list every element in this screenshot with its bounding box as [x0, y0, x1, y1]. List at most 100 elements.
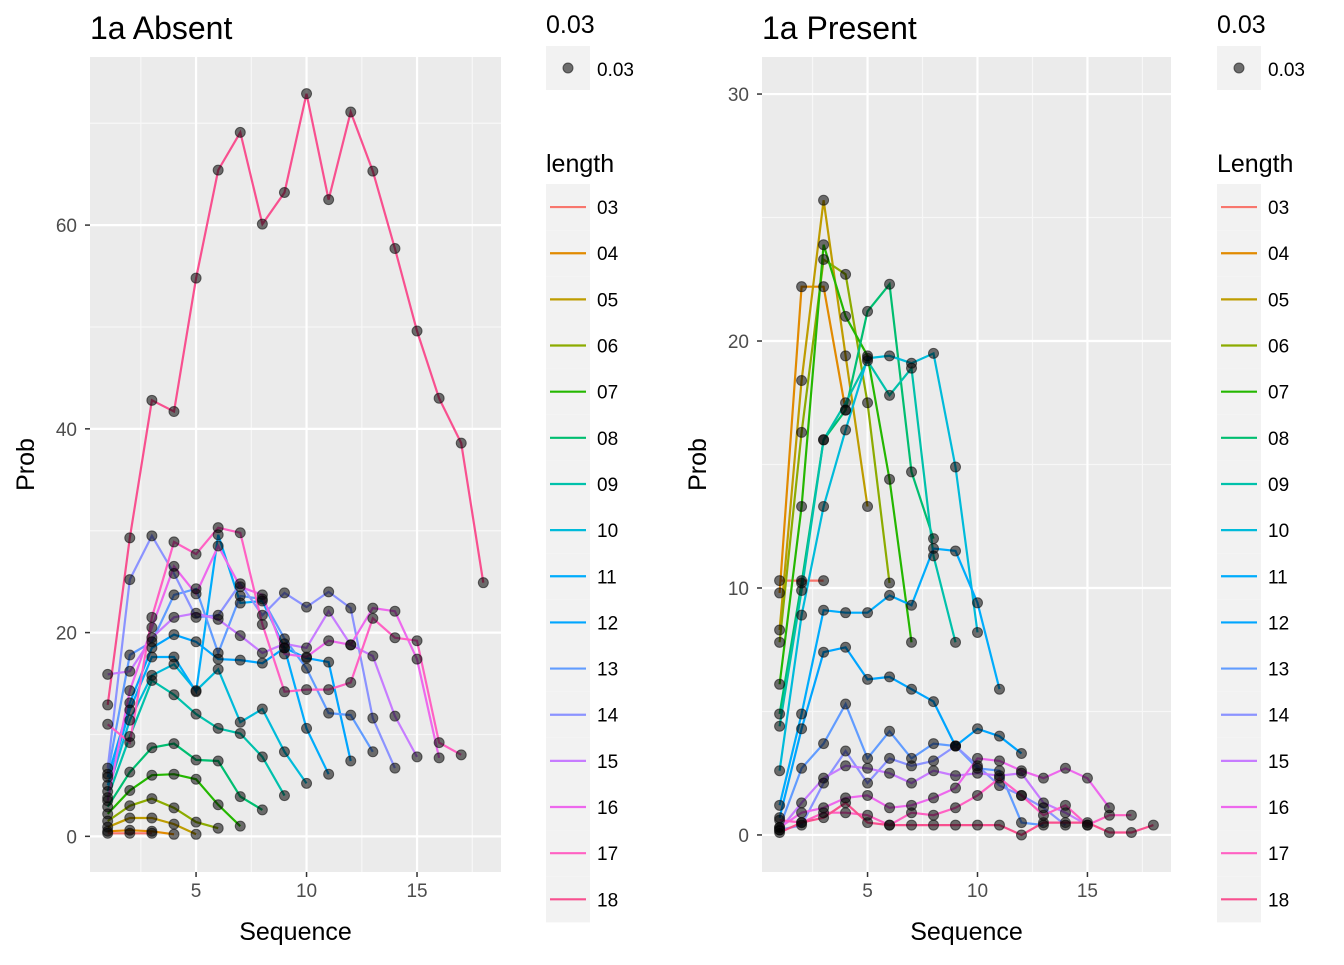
- data-point-10: [818, 500, 830, 512]
- data-point-15: [256, 647, 268, 659]
- legend-label-13: 13: [1268, 660, 1289, 681]
- data-point-09: [278, 790, 290, 802]
- data-point-15: [950, 770, 962, 782]
- data-point-18: [212, 164, 224, 176]
- data-point-15: [102, 668, 114, 680]
- data-point-06: [774, 636, 786, 648]
- data-point-12: [906, 683, 918, 695]
- data-point-16: [433, 752, 445, 764]
- data-point-13: [301, 662, 313, 674]
- data-point-06: [840, 268, 852, 280]
- data-point-04: [796, 281, 808, 293]
- x-axis-label: Sequence: [910, 918, 1023, 946]
- data-point-18: [840, 797, 852, 809]
- data-point-12: [234, 654, 246, 666]
- legend-label-07: 07: [1268, 383, 1289, 404]
- legend-label-17: 17: [597, 844, 618, 865]
- y-tick-label: 40: [56, 420, 77, 441]
- data-point-06: [862, 397, 874, 409]
- data-point-06: [884, 577, 896, 589]
- x-tick-label: 15: [406, 881, 427, 902]
- data-point-18: [301, 88, 313, 100]
- data-point-13: [168, 589, 180, 601]
- data-point-08: [256, 804, 268, 816]
- data-point-05: [840, 350, 852, 362]
- data-point-08: [212, 755, 224, 767]
- data-point-16: [389, 605, 401, 617]
- data-point-17: [993, 772, 1005, 784]
- data-point-06: [212, 822, 224, 834]
- data-point-17: [102, 718, 114, 730]
- data-point-07: [774, 678, 786, 690]
- legend-label-11: 11: [597, 567, 617, 588]
- series-line-04: [107, 829, 175, 836]
- data-point-10: [928, 347, 940, 359]
- data-point-08: [774, 708, 786, 720]
- data-point-09: [256, 751, 268, 763]
- legend-label-04: 04: [1268, 244, 1290, 265]
- data-point-15: [971, 767, 983, 779]
- data-point-11: [796, 708, 808, 720]
- data-point-11: [862, 607, 874, 619]
- color-legend-title: Length: [1217, 150, 1293, 178]
- data-point-09: [190, 708, 202, 720]
- data-point-11: [993, 683, 1005, 695]
- data-point-13: [884, 725, 896, 737]
- data-point-17: [928, 809, 940, 821]
- data-point-17: [950, 802, 962, 814]
- data-point-15: [928, 765, 940, 777]
- data-point-17: [1103, 809, 1115, 821]
- data-point-06: [146, 793, 158, 805]
- data-point-08: [146, 742, 158, 754]
- legend-label-04: 04: [597, 244, 619, 265]
- data-point-16: [301, 651, 313, 663]
- data-point-06: [168, 802, 180, 814]
- data-point-18: [345, 106, 357, 118]
- data-point-11: [323, 768, 335, 780]
- legend-label-18: 18: [597, 890, 618, 911]
- data-point-11: [840, 607, 852, 619]
- data-point-15: [411, 751, 423, 763]
- legend-label-15: 15: [597, 752, 618, 773]
- x-tick-label: 5: [191, 881, 202, 902]
- data-point-14: [256, 609, 268, 621]
- data-point-12: [862, 673, 874, 685]
- data-point-14: [840, 745, 852, 757]
- legend-label-16: 16: [1268, 798, 1289, 819]
- chart-title: 1a Absent: [90, 10, 232, 46]
- data-point-06: [190, 816, 202, 828]
- data-point-18: [278, 186, 290, 198]
- data-point-10: [234, 716, 246, 728]
- data-point-18: [928, 819, 940, 831]
- chart-panel-2: 5 10 15 0 10 20 30 1a Present Sequence Prob 0.030.…: [684, 10, 1305, 946]
- data-point-18: [1125, 826, 1137, 838]
- legend-label-06: 06: [1268, 337, 1289, 358]
- x-tick-label: 15: [1077, 881, 1098, 902]
- data-point-10: [124, 714, 136, 726]
- data-point-16: [278, 648, 290, 660]
- data-point-17: [212, 522, 224, 534]
- data-point-16: [190, 588, 202, 600]
- data-point-15: [168, 611, 180, 623]
- data-point-17: [455, 749, 467, 761]
- data-point-18: [168, 406, 180, 418]
- data-point-17: [256, 618, 268, 630]
- data-point-09: [796, 584, 808, 596]
- data-point-17: [234, 527, 246, 539]
- legend-label-17: 17: [1268, 844, 1289, 865]
- data-point-05: [168, 818, 180, 830]
- y-axis-label: Prob: [12, 438, 40, 491]
- size-legend-label: 0.03: [597, 60, 634, 81]
- data-point-04: [774, 587, 786, 599]
- data-point-08: [190, 754, 202, 766]
- color-legend-title: length: [546, 150, 614, 178]
- data-point-13: [818, 738, 830, 750]
- data-point-18: [146, 394, 158, 406]
- data-point-15: [278, 638, 290, 650]
- data-point-07: [818, 239, 830, 251]
- series-line-06: [778, 257, 891, 643]
- data-point-17: [1125, 809, 1137, 821]
- data-point-16: [1059, 762, 1071, 774]
- data-point-10: [796, 609, 808, 621]
